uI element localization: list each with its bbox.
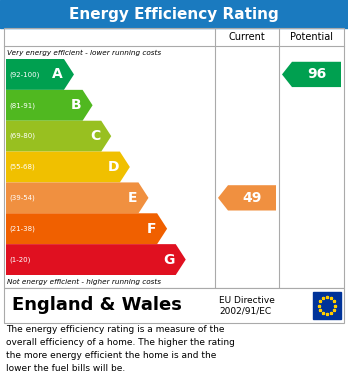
Text: Not energy efficient - higher running costs: Not energy efficient - higher running co… xyxy=(7,278,161,285)
Polygon shape xyxy=(6,152,130,183)
Text: (69-80): (69-80) xyxy=(9,133,35,140)
Bar xyxy=(0,0,348,28)
Text: E: E xyxy=(128,191,137,205)
Text: Current: Current xyxy=(229,32,266,42)
Polygon shape xyxy=(218,185,276,210)
Text: (55-68): (55-68) xyxy=(9,164,35,170)
Text: G: G xyxy=(163,253,175,267)
Text: England & Wales: England & Wales xyxy=(12,296,182,314)
Polygon shape xyxy=(6,183,149,213)
Text: (39-54): (39-54) xyxy=(9,195,35,201)
Bar xyxy=(4,28,344,288)
Text: Potential: Potential xyxy=(290,32,333,42)
Polygon shape xyxy=(6,90,93,121)
Text: EU Directive
2002/91/EC: EU Directive 2002/91/EC xyxy=(219,296,275,315)
Text: Very energy efficient - lower running costs: Very energy efficient - lower running co… xyxy=(7,49,161,56)
Bar xyxy=(313,292,341,319)
Text: (21-38): (21-38) xyxy=(9,226,35,232)
Polygon shape xyxy=(6,244,186,275)
Text: C: C xyxy=(90,129,100,143)
Text: (81-91): (81-91) xyxy=(9,102,35,109)
Text: 96: 96 xyxy=(307,67,326,81)
Polygon shape xyxy=(6,121,111,152)
Text: A: A xyxy=(52,67,63,81)
Text: D: D xyxy=(107,160,119,174)
Polygon shape xyxy=(6,213,167,244)
Text: Energy Efficiency Rating: Energy Efficiency Rating xyxy=(69,7,279,22)
Polygon shape xyxy=(282,62,341,87)
Text: (92-100): (92-100) xyxy=(9,71,39,78)
Text: 49: 49 xyxy=(242,191,262,205)
Text: B: B xyxy=(71,98,81,112)
Text: (1-20): (1-20) xyxy=(9,256,30,263)
Polygon shape xyxy=(6,59,74,90)
Bar xyxy=(4,288,344,323)
Text: F: F xyxy=(147,222,156,236)
Text: The energy efficiency rating is a measure of the
overall efficiency of a home. T: The energy efficiency rating is a measur… xyxy=(6,325,235,373)
